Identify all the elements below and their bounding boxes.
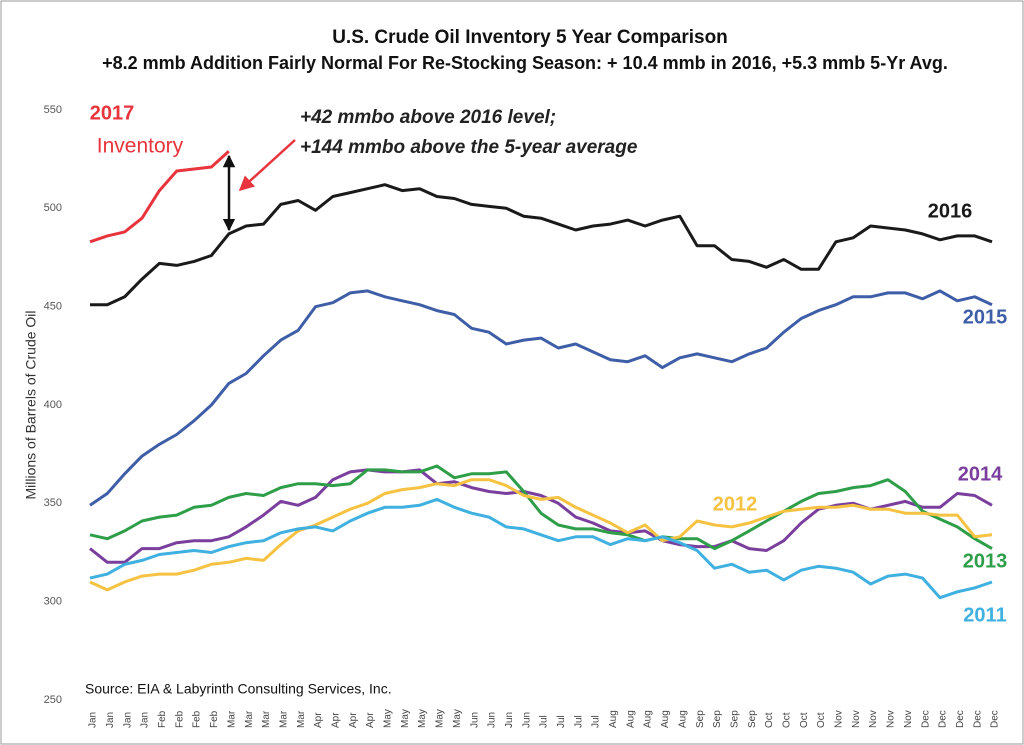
- arrow: [238, 139, 296, 192]
- x-tick-label: Mar: [244, 710, 255, 728]
- x-tick-label: Feb: [157, 710, 168, 728]
- x-tick-label: Sep: [712, 710, 723, 728]
- x-tick-label: Nov: [903, 710, 914, 728]
- x-tick-label: Nov: [868, 710, 879, 728]
- x-tick-label: Sep: [747, 710, 758, 728]
- annotation: +42 mmbo above 2016 level;: [300, 107, 556, 128]
- y-tick-label: 400: [44, 399, 62, 411]
- x-tick-label: May: [383, 709, 394, 728]
- x-tick-label: Aug: [677, 710, 688, 728]
- x-tick-label: May: [435, 709, 446, 728]
- x-tick-label: May: [452, 709, 463, 728]
- x-tick-label: Jan: [140, 712, 151, 728]
- annotation: +144 mmbo above the 5-year average: [300, 137, 638, 158]
- x-tick-label: Apr: [313, 712, 324, 728]
- x-tick-label: Jul: [539, 715, 550, 728]
- x-tick-label: Jan: [122, 712, 133, 728]
- legend-label: 2017: [90, 102, 135, 124]
- legend-label: 2016: [928, 200, 973, 222]
- x-tick-label: Mar: [226, 710, 237, 728]
- x-tick-label: May: [417, 709, 428, 728]
- y-tick-label: 550: [44, 104, 62, 116]
- x-tick-label: Oct: [799, 712, 810, 728]
- y-tick-label: 450: [44, 301, 62, 313]
- x-tick-label: Dec: [990, 710, 1001, 728]
- x-tick-label: Oct: [781, 712, 792, 728]
- x-tick-label: Nov: [851, 710, 862, 728]
- series-line: [89, 497, 993, 600]
- legend-label: 2011: [963, 604, 1006, 626]
- x-tick-label: Apr: [348, 712, 359, 728]
- x-tick-label: Jan: [105, 712, 116, 728]
- x-tick-label: Mar: [261, 710, 272, 728]
- series-line: [89, 478, 993, 592]
- x-tick-label: Jun: [504, 712, 515, 728]
- x-tick-label: Dec: [955, 710, 966, 728]
- x-tick-label: Jul: [573, 715, 584, 728]
- x-tick-label: Apr: [365, 712, 376, 728]
- x-tick-label: Jun: [487, 712, 498, 728]
- x-tick-label: Nov: [834, 710, 845, 728]
- x-tick-label: Dec: [938, 710, 949, 728]
- x-tick-label: Mar: [296, 710, 307, 728]
- source: Source: EIA & Labyrinth Consulting Servi…: [85, 681, 392, 697]
- x-tick-label: Jan: [88, 712, 99, 728]
- x-tick-label: Jul: [556, 715, 567, 728]
- series-line: [89, 464, 993, 551]
- legend-label: 2013: [963, 550, 1008, 572]
- chart-subtitle: +8.2 mmb Addition Fairly Normal For Re-S…: [102, 53, 948, 73]
- x-tick-label: Aug: [660, 710, 671, 728]
- x-tick-label: Mar: [278, 710, 289, 728]
- x-tick-label: Feb: [209, 710, 220, 728]
- x-tick-label: Aug: [608, 710, 619, 728]
- x-tick-label: Oct: [816, 712, 827, 728]
- series-line: [90, 183, 993, 307]
- series-line: [89, 289, 993, 507]
- x-tick-label: Sep: [729, 710, 740, 728]
- x-tick-label: Jun: [521, 712, 532, 728]
- series-line: [89, 150, 230, 244]
- y-axis-label: Millions of Barrels of Crude Oil: [23, 310, 39, 499]
- annotation: Inventory: [97, 135, 184, 158]
- x-tick-label: Dec: [972, 710, 983, 728]
- y-tick-label: 300: [44, 596, 62, 608]
- x-tick-label: Nov: [886, 710, 897, 728]
- x-tick-label: Apr: [330, 712, 341, 728]
- series-line: [89, 468, 993, 564]
- x-tick-label: Oct: [764, 712, 775, 728]
- chart-title: U.S. Crude Oil Inventory 5 Year Comparis…: [332, 27, 728, 48]
- x-tick-label: Dec: [920, 710, 931, 728]
- x-tick-label: Aug: [643, 710, 654, 728]
- legend-label: 2012: [713, 493, 758, 515]
- legend-label: 2014: [958, 463, 1003, 485]
- y-tick-label: 250: [44, 694, 62, 706]
- x-tick-label: Jun: [469, 712, 480, 728]
- y-tick-label: 500: [44, 202, 62, 214]
- x-tick-label: Sep: [695, 710, 706, 728]
- legend-label: 2015: [963, 306, 1008, 328]
- x-tick-label: Feb: [174, 710, 185, 728]
- y-tick-label: 350: [44, 497, 62, 509]
- x-tick-label: Aug: [625, 710, 636, 728]
- x-tick-label: Jul: [591, 715, 602, 728]
- x-tick-label: May: [400, 709, 411, 728]
- x-tick-label: Feb: [192, 710, 203, 728]
